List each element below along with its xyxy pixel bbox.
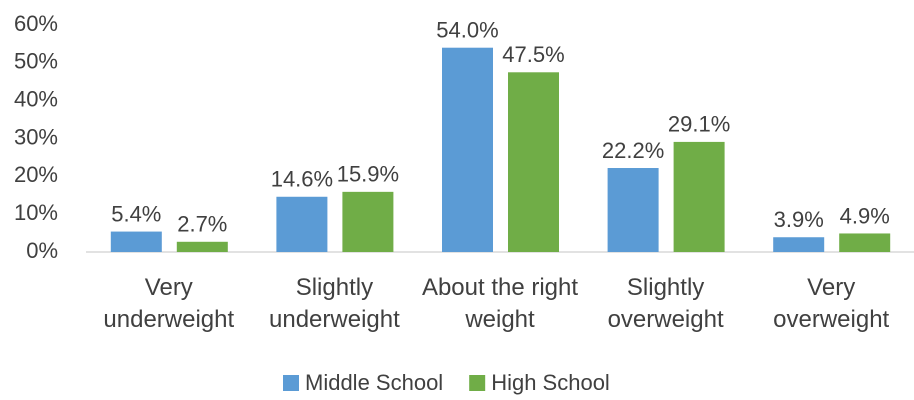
- y-tick-label: 0%: [26, 238, 58, 263]
- data-label: 14.6%: [271, 167, 333, 192]
- x-tick-label: Very underweight: [103, 274, 235, 333]
- legend-swatch: [283, 375, 299, 391]
- bar: [839, 233, 891, 252]
- bar: [342, 191, 394, 252]
- data-label: 4.9%: [840, 203, 890, 228]
- x-tick-label: About the right weight: [421, 274, 579, 333]
- y-tick-label: 60%: [14, 11, 58, 36]
- bar: [773, 237, 825, 252]
- legend-label: Middle School: [305, 370, 443, 395]
- bar: [176, 241, 228, 252]
- y-tick-label: 50%: [14, 49, 58, 74]
- data-label: 29.1%: [668, 112, 730, 137]
- bar: [607, 168, 659, 252]
- data-label: 2.7%: [177, 212, 227, 237]
- y-tick-label: 40%: [14, 86, 58, 111]
- x-tick-label: Very overweight: [773, 274, 890, 333]
- bar: [508, 72, 559, 253]
- x-tick-label: Slightly underweight: [269, 274, 400, 333]
- y-tick-label: 20%: [14, 162, 58, 187]
- data-label: 15.9%: [337, 162, 399, 187]
- legend-swatch: [469, 375, 486, 391]
- data-label: 47.5%: [502, 42, 564, 67]
- x-tick-label: Slightly overweight: [607, 274, 724, 333]
- data-label: 5.4%: [111, 201, 161, 226]
- y-tick-label: 10%: [14, 200, 58, 225]
- y-tick-label: 30%: [14, 124, 58, 149]
- data-label: 22.2%: [602, 138, 664, 163]
- bar: [110, 231, 162, 252]
- bar: [442, 47, 493, 253]
- bar: [673, 141, 725, 252]
- data-label: 54.0%: [436, 18, 498, 43]
- data-label: 3.9%: [774, 207, 824, 232]
- legend-label: High School: [491, 370, 610, 395]
- bar: [276, 196, 328, 252]
